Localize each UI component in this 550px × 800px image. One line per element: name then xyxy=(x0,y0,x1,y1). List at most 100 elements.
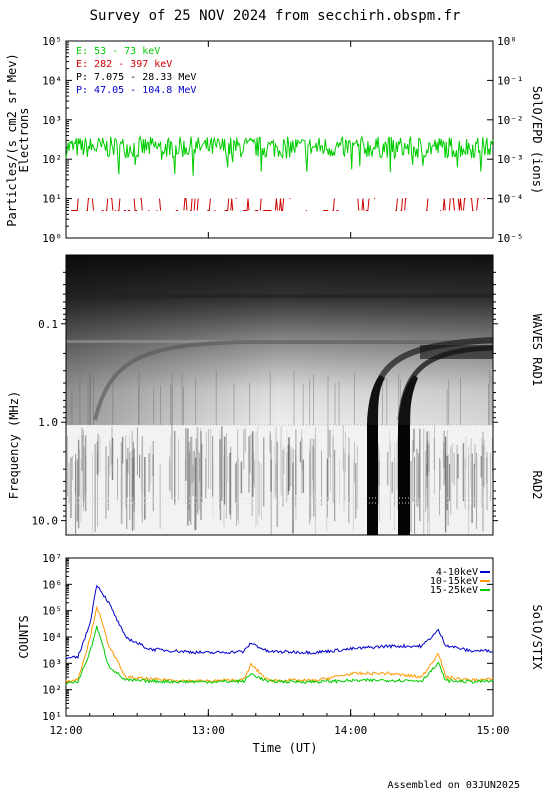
epd-ytick-label: 10² xyxy=(42,153,62,166)
waves-y-ticks: 0.1 1.0 10.0 xyxy=(32,271,498,528)
waves-plot-frame xyxy=(65,254,494,536)
epd-ylabel-electrons: Electrons xyxy=(17,107,31,172)
stix-15-25kev-line xyxy=(65,625,494,685)
epd-plot-frame xyxy=(65,40,494,239)
stix-legend-label: 4-10keV xyxy=(436,567,478,578)
epd-electron-282-397-line xyxy=(476,198,479,211)
epd-electron-53-73-line xyxy=(65,135,494,176)
epd-electron-282-397-line xyxy=(365,198,370,211)
stix-xlabel: Time (UT) xyxy=(252,741,317,755)
epd-electron-282-397-line xyxy=(279,198,285,211)
waves-ytick-label: 10.0 xyxy=(32,515,59,528)
stix-ylabel: COUNTS xyxy=(17,615,31,658)
epd-electron-282-397-line xyxy=(361,198,365,211)
waves-rad1-label: WAVES RAD1 xyxy=(530,314,544,386)
epd-electron-282-397-line xyxy=(425,198,429,211)
rad2-burst xyxy=(398,425,410,535)
epd-y2tick-label: 10⁻⁴ xyxy=(497,193,524,206)
epd-ytick-label: 10⁵ xyxy=(42,35,62,48)
epd-electron-282-397-line xyxy=(105,198,109,211)
waves-ytick-label: 0.1 xyxy=(38,318,58,331)
epd-electron-282-397-line xyxy=(357,198,360,211)
epd-ytick-label: 10¹ xyxy=(42,193,62,206)
stix-xtick-label: 14:00 xyxy=(334,724,367,737)
epd-electron-282-397-line xyxy=(470,198,474,211)
stix-y-ticks: 10¹ 10² 10³ 10⁴ 10⁵ 10⁶ 10⁷ xyxy=(42,552,493,723)
epd-legend: E: 53 - 73 keV E: 282 - 397 keV P: 7.075 -… xyxy=(76,46,196,96)
epd-electron-282-397-line xyxy=(395,198,398,211)
waves-rad2-label: RAD2 xyxy=(530,471,544,500)
stix-panel: 10¹ 10² 10³ 10⁴ 10⁵ 10⁶ 10⁷ 4-10keV10-15keV15-… xyxy=(17,552,544,755)
epd-y2tick-label: 10⁰ xyxy=(497,35,517,48)
epd-electron-282-397-line xyxy=(448,198,451,211)
rad1-burst-tail xyxy=(367,375,385,425)
epd-ytick-label: 10⁴ xyxy=(42,74,62,87)
stix-legend-label: 10-15keV xyxy=(430,576,478,587)
epd-electron-282-397-line xyxy=(224,198,230,211)
stix-xtick-label: 12:00 xyxy=(49,724,82,737)
epd-right-label: SolO/EPD (ions) xyxy=(530,86,544,194)
stix-10-15kev-line xyxy=(65,605,494,685)
stix-ytick-label: 10⁵ xyxy=(42,605,62,618)
waves-panel: 0.1 1.0 10.0 Frequency (MHz) WAVES RAD1 RA… xyxy=(7,254,544,536)
epd-electron-282-397-line xyxy=(230,198,234,211)
epd-electron-282-397-line xyxy=(117,198,121,211)
stix-ytick-label: 10³ xyxy=(42,657,62,670)
epd-electron-282-397-line xyxy=(463,198,466,211)
stix-ytick-label: 10⁶ xyxy=(42,578,62,591)
rad2-burst xyxy=(367,425,378,535)
page-title: Survey of 25 NOV 2024 from secchirh.obsp… xyxy=(89,8,461,24)
epd-electron-282-397-line xyxy=(400,198,403,211)
epd-electron-282-397-line xyxy=(133,198,138,211)
rad1-burst-arc xyxy=(93,340,493,421)
epd-electron-282-397-line xyxy=(457,198,462,211)
rad1-dark-patch xyxy=(420,345,493,359)
epd-y2-ticks: 10⁻⁵ 10⁻⁴ 10⁻³ 10⁻² 10⁻¹ 10⁰ xyxy=(487,35,524,245)
epd-legend-entry: P: 7.075 - 28.33 MeV xyxy=(76,72,196,83)
stix-xtick-label: 15:00 xyxy=(476,724,509,737)
waves-ytick-label: 1.0 xyxy=(38,416,58,429)
epd-electron-282-397-line xyxy=(274,198,278,211)
stix-4-10kev-line xyxy=(65,584,494,660)
stix-legend-label: 15-25keV xyxy=(430,585,478,596)
epd-y2tick-label: 10⁻⁵ xyxy=(497,232,524,245)
stix-right-label: SolO/STIX xyxy=(530,604,544,670)
footer-assembled: Assembled on 03JUN2025 xyxy=(387,780,520,791)
stix-series xyxy=(65,584,494,685)
epd-electron-282-397-line xyxy=(259,198,262,211)
epd-electron-282-397-line xyxy=(190,198,193,211)
epd-y-ticks: 10⁰ 10¹ 10² 10³ 10⁴ 10⁵ xyxy=(42,35,494,245)
epd-legend-entry: E: 53 - 73 keV xyxy=(76,46,160,57)
epd-legend-entry: P: 47.05 - 104.8 MeV xyxy=(76,85,196,96)
epd-electron-282-397-line xyxy=(183,198,188,211)
epd-y2tick-label: 10⁻³ xyxy=(497,153,524,166)
stix-ytick-label: 10² xyxy=(42,684,62,697)
epd-ytick-label: 10³ xyxy=(42,114,62,127)
epd-electron-282-397-line xyxy=(242,198,250,211)
epd-electron-282-397-line xyxy=(452,198,455,211)
epd-electron-282-397-line xyxy=(404,198,407,211)
epd-electron-282-397-line xyxy=(442,198,446,211)
epd-electron-282-397-line xyxy=(86,198,90,211)
epd-ytick-label: 10⁰ xyxy=(42,232,62,245)
epd-electron-282-397-line xyxy=(140,198,143,211)
waves-ylabel: Frequency (MHz) xyxy=(7,391,21,499)
epd-ylabel: Particles/(s cm2 sr Mev) xyxy=(5,53,19,226)
epd-electron-282-397-line xyxy=(196,198,199,211)
stix-ytick-label: 10⁷ xyxy=(42,552,62,565)
epd-electron-282-397-line xyxy=(71,198,79,211)
epd-electron-282-397-line xyxy=(207,198,211,211)
spectrogram-image xyxy=(65,255,494,535)
stix-xtick-label: 13:00 xyxy=(192,724,225,737)
epd-electron-282-397-line xyxy=(159,198,162,211)
epd-electron-282-397-line xyxy=(110,198,114,211)
epd-electron-282-397-line xyxy=(332,198,335,211)
rad1-band xyxy=(66,294,493,298)
epd-electron-282-397-line xyxy=(193,198,196,211)
stix-ytick-label: 10⁴ xyxy=(42,631,62,644)
rad1-burst-tail xyxy=(398,375,418,425)
stix-ytick-label: 10¹ xyxy=(42,710,62,723)
